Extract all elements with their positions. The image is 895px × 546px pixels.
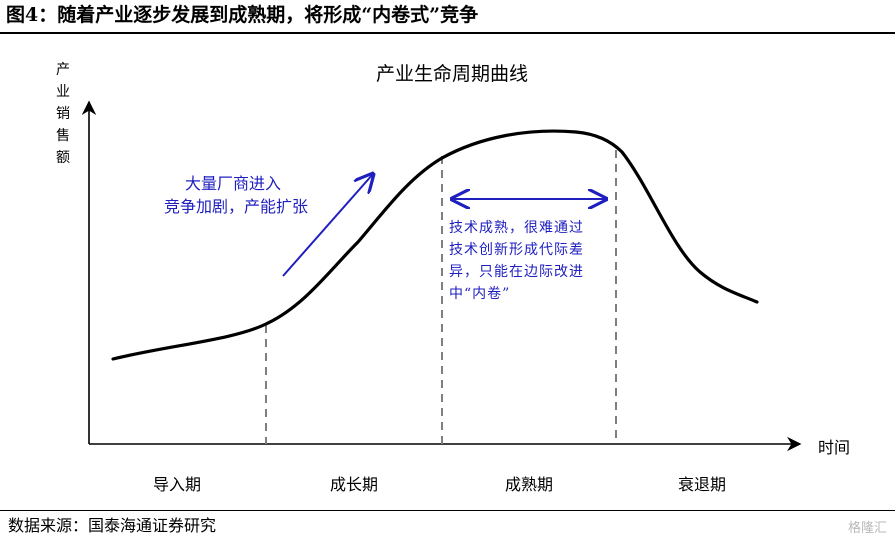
source-note: 数据来源：国泰海通证券研究 <box>8 516 217 535</box>
growth-annotation-line: 竞争加剧，产能扩张 <box>164 197 308 216</box>
source-rule <box>0 510 895 511</box>
growth-arrow <box>282 174 373 277</box>
phase-labels: 导入期 成长期 成熟期 衰退期 <box>153 475 726 494</box>
title-rule <box>0 32 895 34</box>
phase-label-introduction: 导入期 <box>153 475 201 494</box>
maturity-annotation-line: 中“内卷” <box>449 286 510 302</box>
y-axis-label-char: 销 <box>56 106 70 122</box>
growth-annotation: 大量厂商进入 竞争加剧，产能扩张 <box>164 174 308 216</box>
y-axis-label-char: 产 <box>56 62 70 78</box>
maturity-annotation: 技术成熟，很难通过 技术创新形成代际差 异，只能在边际改进 中“内卷” <box>449 220 584 302</box>
growth-annotation-line: 大量厂商进入 <box>185 174 281 193</box>
maturity-annotation-line: 技术成熟，很难通过 <box>449 220 584 236</box>
y-axis-label: 产 业 销 售 额 <box>56 62 70 166</box>
y-axis-label-char: 业 <box>56 84 70 100</box>
watermark-logo: 格隆汇 <box>847 521 887 536</box>
chart-title: 产业生命周期曲线 <box>376 63 528 85</box>
figure-title: 图4：随着产业逐步发展到成熟期，将形成“内卷式”竞争 <box>6 4 479 26</box>
x-axis-label: 时间 <box>818 438 850 457</box>
y-axis-label-char: 售 <box>56 128 70 144</box>
lifecycle-curve <box>111 129 759 361</box>
phase-label-decline: 衰退期 <box>678 475 726 494</box>
phase-label-growth: 成长期 <box>330 475 378 494</box>
y-axis-label-char: 额 <box>56 150 70 166</box>
maturity-annotation-line: 技术创新形成代际差 <box>449 242 584 258</box>
phase-label-maturity: 成熟期 <box>505 475 553 494</box>
maturity-annotation-line: 异，只能在边际改进 <box>449 264 584 280</box>
